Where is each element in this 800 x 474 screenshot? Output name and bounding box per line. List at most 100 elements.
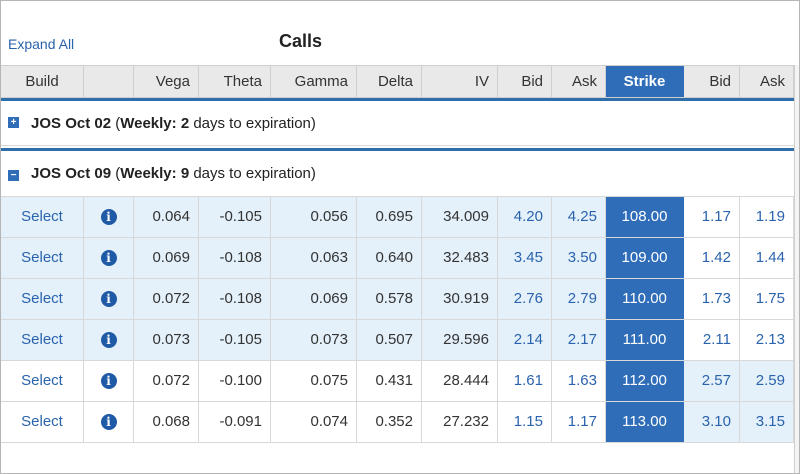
theta-value: -0.100 (199, 361, 271, 401)
put-ask-value[interactable]: 1.19 (740, 197, 794, 237)
gamma-value: 0.063 (271, 238, 357, 278)
header-ask[interactable]: Ask (552, 66, 606, 97)
select-button[interactable]: Select (1, 402, 84, 442)
delta-value: 0.507 (357, 320, 422, 360)
info-cell: i (84, 197, 134, 237)
put-bid-value[interactable]: 1.42 (684, 238, 740, 278)
info-icon[interactable]: i (100, 209, 117, 226)
header-put-bid[interactable]: Bid (684, 66, 740, 97)
put-bid-value[interactable]: 2.57 (684, 361, 740, 401)
vega-value: 0.064 (134, 197, 199, 237)
table-header: Build Vega Theta Gamma Delta IV Bid Ask … (1, 65, 799, 98)
iv-value: 34.009 (422, 197, 498, 237)
header-theta[interactable]: Theta (199, 66, 271, 97)
gamma-value: 0.074 (271, 402, 357, 442)
info-cell: i (84, 402, 134, 442)
toolbar: Expand All Calls (1, 1, 799, 65)
bid-value[interactable]: 4.20 (498, 197, 552, 237)
strike-value: 112.00 (606, 361, 684, 401)
theta-value: -0.105 (199, 197, 271, 237)
collapse-icon[interactable]: − (8, 170, 19, 181)
put-ask-value[interactable]: 3.15 (740, 402, 794, 442)
header-delta[interactable]: Delta (357, 66, 422, 97)
table-row: Select i 0.068 -0.091 0.074 0.352 27.232 1.15 1.… (1, 402, 799, 443)
bid-value[interactable]: 2.14 (498, 320, 552, 360)
calls-title: Calls (279, 31, 323, 51)
vega-value: 0.073 (134, 320, 199, 360)
expand-icon[interactable]: + (8, 117, 19, 128)
ask-value[interactable]: 1.17 (552, 402, 606, 442)
header-bid[interactable]: Bid (498, 66, 552, 97)
theta-value: -0.105 (199, 320, 271, 360)
theta-value: -0.108 (199, 238, 271, 278)
put-bid-value[interactable]: 1.73 (684, 279, 740, 319)
iv-value: 27.232 (422, 402, 498, 442)
put-ask-value[interactable]: 1.44 (740, 238, 794, 278)
gamma-value: 0.075 (271, 361, 357, 401)
select-button[interactable]: Select (1, 238, 84, 278)
header-iv[interactable]: IV (422, 66, 498, 97)
expiration-group-oct09[interactable]: − JOS Oct 09 (Weekly: 9 days to expirati… (1, 151, 799, 197)
info-cell: i (84, 238, 134, 278)
select-button[interactable]: Select (1, 320, 84, 360)
vega-value: 0.072 (134, 279, 199, 319)
strike-value: 111.00 (606, 320, 684, 360)
group-label: JOS Oct 09 (Weekly: 9 days to expiration… (31, 165, 316, 182)
bid-value[interactable]: 1.15 (498, 402, 552, 442)
vega-value: 0.072 (134, 361, 199, 401)
vega-value: 0.068 (134, 402, 199, 442)
info-cell: i (84, 320, 134, 360)
header-strike[interactable]: Strike (606, 66, 684, 97)
put-ask-value[interactable]: 2.59 (740, 361, 794, 401)
bid-value[interactable]: 2.76 (498, 279, 552, 319)
scrollbar[interactable] (794, 65, 799, 473)
header-build[interactable]: Build (1, 66, 84, 97)
put-bid-value[interactable]: 1.17 (684, 197, 740, 237)
header-gamma[interactable]: Gamma (271, 66, 357, 97)
bid-value[interactable]: 1.61 (498, 361, 552, 401)
ask-value[interactable]: 1.63 (552, 361, 606, 401)
info-icon[interactable]: i (100, 250, 117, 267)
put-bid-value[interactable]: 2.11 (684, 320, 740, 360)
select-button[interactable]: Select (1, 197, 84, 237)
iv-value: 30.919 (422, 279, 498, 319)
ask-value[interactable]: 4.25 (552, 197, 606, 237)
info-cell: i (84, 361, 134, 401)
info-cell: i (84, 279, 134, 319)
group-divider (1, 98, 799, 101)
delta-value: 0.578 (357, 279, 422, 319)
delta-value: 0.640 (357, 238, 422, 278)
strike-value: 110.00 (606, 279, 684, 319)
expiration-group-oct02[interactable]: + JOS Oct 02 (Weekly: 2 days to expirati… (1, 101, 799, 146)
select-button[interactable]: Select (1, 361, 84, 401)
strike-value: 113.00 (606, 402, 684, 442)
iv-value: 28.444 (422, 361, 498, 401)
info-icon[interactable]: i (100, 332, 117, 349)
header-vega[interactable]: Vega (134, 66, 199, 97)
header-put-ask[interactable]: Ask (740, 66, 794, 97)
gamma-value: 0.056 (271, 197, 357, 237)
table-row: Select i 0.064 -0.105 0.056 0.695 34.009 4.20 4.… (1, 197, 799, 238)
iv-value: 32.483 (422, 238, 498, 278)
table-row: Select i 0.073 -0.105 0.073 0.507 29.596 2.14 2.… (1, 320, 799, 361)
ask-value[interactable]: 3.50 (552, 238, 606, 278)
info-icon[interactable]: i (100, 291, 117, 308)
strike-value: 108.00 (606, 197, 684, 237)
ask-value[interactable]: 2.17 (552, 320, 606, 360)
ask-value[interactable]: 2.79 (552, 279, 606, 319)
gamma-value: 0.069 (271, 279, 357, 319)
info-icon[interactable]: i (100, 373, 117, 390)
theta-value: -0.108 (199, 279, 271, 319)
select-button[interactable]: Select (1, 279, 84, 319)
put-bid-value[interactable]: 3.10 (684, 402, 740, 442)
vega-value: 0.069 (134, 238, 199, 278)
bid-value[interactable]: 3.45 (498, 238, 552, 278)
info-icon[interactable]: i (100, 414, 117, 431)
put-ask-value[interactable]: 1.75 (740, 279, 794, 319)
expand-all-link[interactable]: Expand All (8, 36, 75, 52)
theta-value: -0.091 (199, 402, 271, 442)
group-label: JOS Oct 02 (Weekly: 2 days to expiration… (31, 115, 316, 132)
iv-value: 29.596 (422, 320, 498, 360)
put-ask-value[interactable]: 2.13 (740, 320, 794, 360)
